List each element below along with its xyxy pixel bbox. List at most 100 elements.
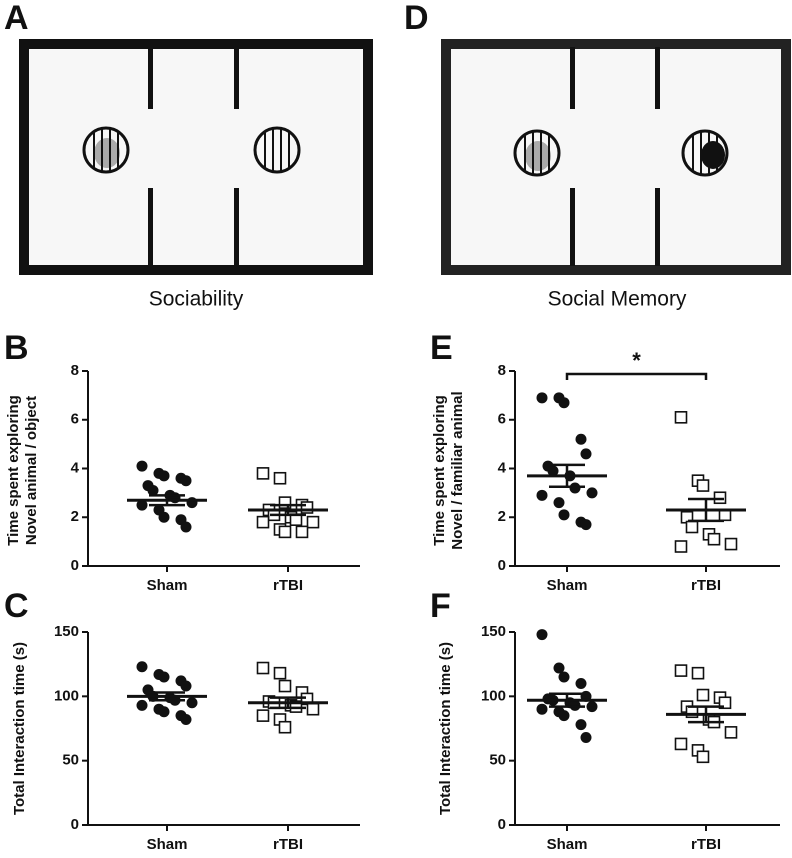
y-tick-label: 6 [498,411,506,428]
data-point [724,726,738,739]
x-tick-label: Sham [547,836,588,853]
y-tick-label: 4 [498,459,507,476]
y-axis-label: Time spent exploring [431,395,448,546]
data-point [289,700,303,713]
data-point [575,719,587,731]
arena-diagram [441,39,791,275]
y-tick-label: 0 [498,557,506,574]
y-axis-label: Total Interaction time (s) [11,642,28,815]
data-point [586,701,598,713]
y-tick-label: 0 [71,557,79,574]
x-tick-label: Sham [547,577,588,594]
x-tick-label: rTBI [691,577,721,594]
data-point [691,666,705,680]
data-point [553,497,565,509]
x-tick-label: Sham [147,577,188,594]
panel-label: F [430,587,451,625]
data-point [295,525,309,539]
panel-label: D [404,0,429,37]
y-axis-label: Total Interaction time (s) [437,642,454,815]
data-point [580,732,592,744]
data-point [278,679,292,693]
panel-label: C [4,587,29,625]
data-point [718,696,732,710]
caption: Social Memory [548,288,687,311]
data-point [586,487,598,499]
data-point [696,479,710,492]
panel-label: B [4,329,29,367]
y-axis-label: Novel animal / object [23,396,40,545]
data-point [580,448,592,460]
data-point [180,713,192,725]
data-point [696,688,710,702]
data-point [256,467,270,480]
y-tick-label: 2 [71,508,79,525]
data-point [674,540,688,553]
data-point [180,680,192,692]
data-point [553,662,565,674]
data-point [536,392,548,404]
data-point [575,433,587,445]
data-point [180,521,192,533]
data-point [278,496,292,509]
data-point [558,710,570,722]
data-point [685,520,699,534]
y-tick-label: 2 [498,508,506,525]
data-point [180,475,192,487]
data-point [575,677,587,689]
data-point [273,666,287,680]
caption: Sociability [149,288,244,311]
arena-diagram [19,39,373,275]
panel-label: E [430,329,453,367]
x-tick-label: rTBI [273,577,303,594]
data-point [278,525,292,539]
data-point [158,706,170,718]
y-tick-label: 6 [71,411,79,428]
data-point [558,671,570,683]
data-point [580,519,592,531]
data-point [724,537,738,551]
data-point [158,470,170,482]
significance-label: * [632,348,641,373]
y-axis-label: Novel / familiar animal [449,391,466,549]
data-point [536,703,548,715]
data-point [536,629,548,641]
data-point [136,460,148,472]
y-tick-label: 0 [71,816,79,833]
data-point [256,515,270,529]
data-point [707,532,721,546]
data-point [569,699,581,711]
data-point [273,471,287,485]
x-tick-label: rTBI [273,836,303,853]
data-point [674,737,688,751]
y-tick-label: 0 [498,816,506,833]
data-point [547,465,559,477]
data-point [256,709,270,722]
panel-label: A [4,0,29,37]
data-point [256,661,270,675]
data-point [147,484,159,496]
data-point [136,661,148,673]
data-point [306,515,320,529]
x-tick-label: rTBI [691,836,721,853]
x-tick-label: Sham [147,836,188,853]
significance-bracket [565,372,708,380]
data-point [136,699,148,711]
data-point [558,509,570,521]
data-point [158,511,170,523]
y-tick-label: 50 [489,752,506,769]
data-point [674,664,688,677]
y-tick-label: 8 [498,362,506,379]
y-tick-label: 100 [54,687,79,704]
data-point [536,489,548,501]
y-tick-label: 150 [54,623,79,640]
data-point [158,671,170,683]
data-point [300,501,314,514]
data-point [696,750,710,764]
y-tick-label: 150 [481,623,506,640]
data-point [136,499,148,511]
data-point [186,697,198,709]
y-tick-label: 4 [71,459,80,476]
data-point [558,397,570,409]
